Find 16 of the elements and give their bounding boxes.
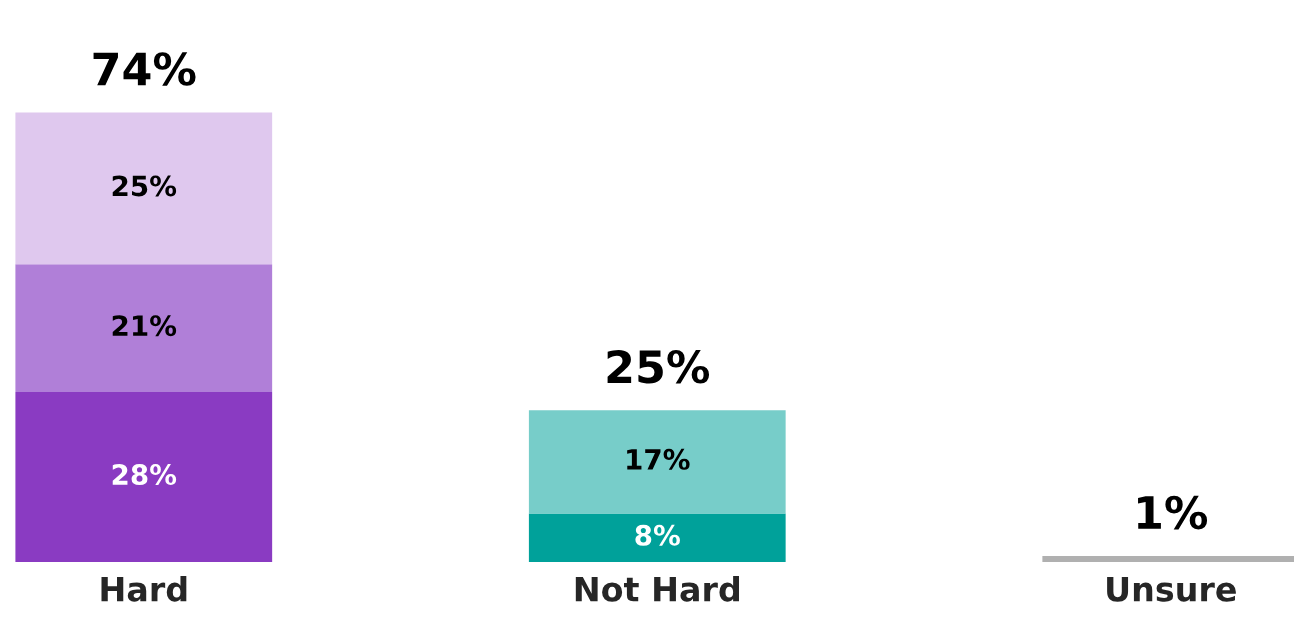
data-label: 8% (635, 524, 680, 546)
x-tick-label: Unsure (1107, 576, 1236, 602)
bar (15, 112, 273, 265)
bar (528, 513, 786, 563)
x-tick-label: Not Hard (575, 575, 739, 602)
bar (528, 410, 786, 514)
total-label: 25% (607, 349, 710, 384)
data-label: 17% (627, 448, 690, 470)
total-label: 74% (93, 52, 196, 86)
x-tick-label: Hard (101, 575, 187, 602)
data-label: 25% (112, 175, 177, 197)
bar (15, 264, 273, 392)
total-label: 1% (1138, 495, 1208, 530)
data-label: 28% (112, 464, 177, 486)
data-label: 21% (112, 315, 177, 337)
bar (15, 391, 273, 563)
